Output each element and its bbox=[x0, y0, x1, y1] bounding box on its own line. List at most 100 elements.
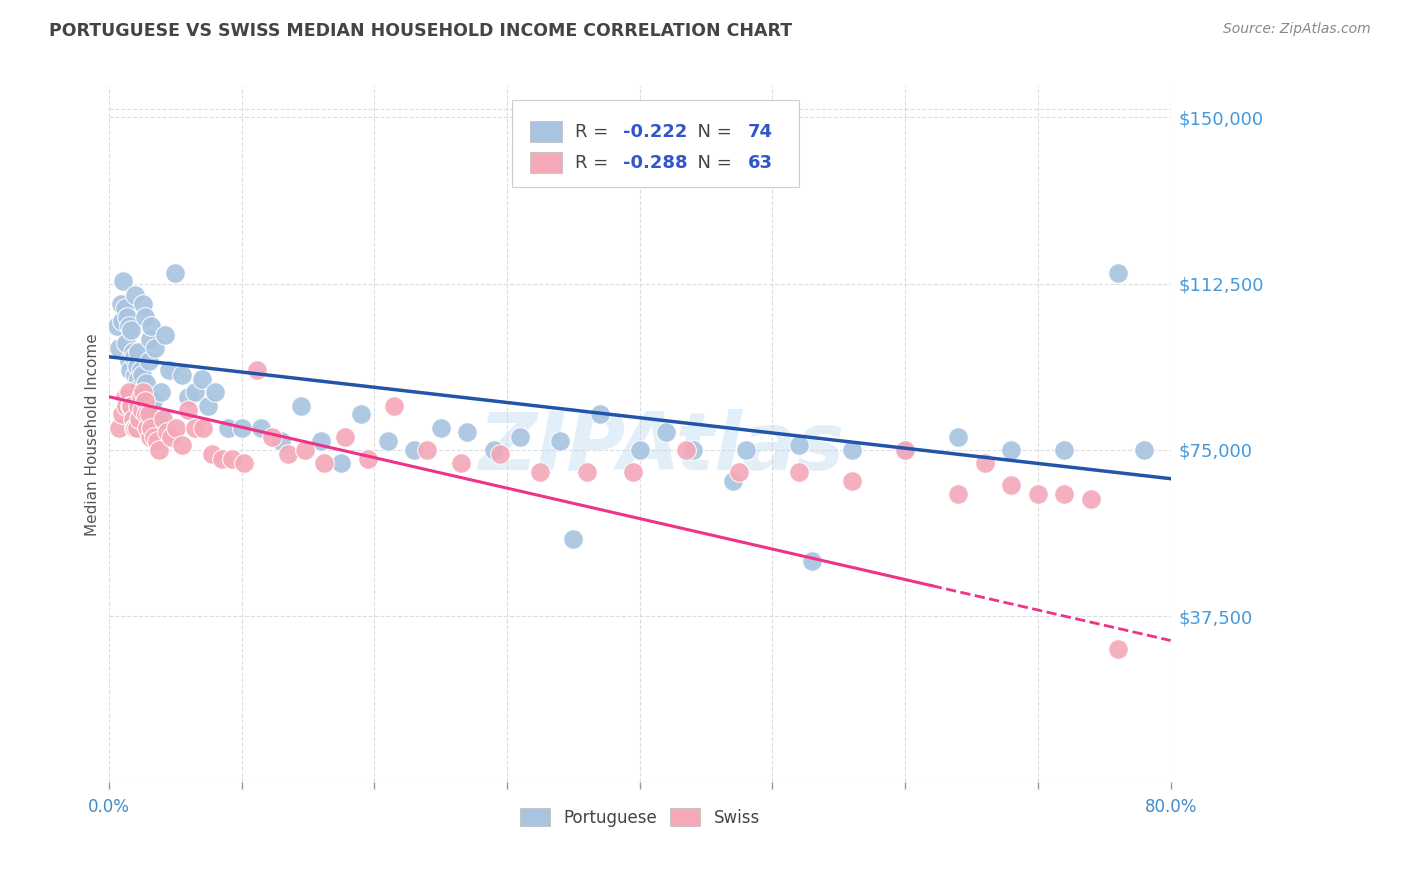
Point bbox=[142, 429, 165, 443]
Point bbox=[350, 408, 373, 422]
Point bbox=[184, 385, 207, 400]
Point bbox=[112, 274, 135, 288]
Point bbox=[114, 390, 136, 404]
Text: Source: ZipAtlas.com: Source: ZipAtlas.com bbox=[1223, 22, 1371, 37]
Point bbox=[149, 385, 172, 400]
Point bbox=[129, 390, 152, 404]
Point bbox=[157, 363, 180, 377]
Point bbox=[124, 287, 146, 301]
Point bbox=[1000, 478, 1022, 492]
Point bbox=[131, 368, 153, 382]
Point bbox=[121, 412, 143, 426]
Point bbox=[948, 487, 970, 501]
Point bbox=[136, 390, 159, 404]
Point bbox=[841, 442, 863, 457]
Point bbox=[201, 447, 224, 461]
Point bbox=[148, 442, 170, 457]
Point bbox=[127, 399, 149, 413]
Point bbox=[333, 429, 356, 443]
Point bbox=[529, 465, 551, 479]
Point bbox=[416, 442, 439, 457]
Legend: Portuguese, Swiss: Portuguese, Swiss bbox=[513, 801, 766, 833]
Point bbox=[117, 310, 139, 324]
Point bbox=[184, 420, 207, 434]
Point bbox=[309, 434, 332, 448]
Point bbox=[973, 456, 995, 470]
Point bbox=[356, 451, 378, 466]
Point bbox=[135, 376, 157, 391]
Point bbox=[1107, 642, 1129, 657]
Point bbox=[156, 425, 179, 439]
Point bbox=[589, 408, 612, 422]
Point bbox=[456, 425, 478, 439]
Point bbox=[134, 394, 156, 409]
Point bbox=[841, 474, 863, 488]
Point bbox=[204, 385, 226, 400]
FancyBboxPatch shape bbox=[530, 153, 562, 173]
Point bbox=[115, 399, 138, 413]
Point bbox=[111, 408, 134, 422]
Point bbox=[170, 438, 193, 452]
Point bbox=[562, 532, 585, 546]
Point bbox=[118, 363, 141, 377]
Point bbox=[134, 310, 156, 324]
FancyBboxPatch shape bbox=[512, 100, 799, 187]
Text: N =: N = bbox=[686, 154, 738, 172]
Point bbox=[682, 442, 704, 457]
Point bbox=[124, 368, 146, 382]
Point bbox=[146, 412, 169, 426]
Point bbox=[128, 381, 150, 395]
Point bbox=[277, 447, 299, 461]
Point bbox=[621, 465, 644, 479]
Point bbox=[246, 363, 269, 377]
Point bbox=[153, 327, 176, 342]
Point bbox=[1053, 487, 1076, 501]
Point bbox=[114, 301, 136, 315]
Point bbox=[115, 336, 138, 351]
Point bbox=[121, 345, 143, 359]
Point bbox=[141, 420, 163, 434]
Point bbox=[136, 420, 159, 434]
Point bbox=[489, 447, 512, 461]
Point bbox=[122, 420, 145, 434]
Text: -0.288: -0.288 bbox=[623, 154, 688, 172]
Point bbox=[110, 296, 132, 310]
Point bbox=[141, 318, 163, 333]
Text: 74: 74 bbox=[748, 122, 773, 141]
FancyBboxPatch shape bbox=[530, 121, 562, 142]
Point bbox=[118, 399, 141, 413]
Point bbox=[382, 399, 405, 413]
Point bbox=[131, 403, 153, 417]
Text: -0.222: -0.222 bbox=[623, 122, 688, 141]
Text: 63: 63 bbox=[748, 154, 773, 172]
Point bbox=[128, 412, 150, 426]
Point bbox=[1133, 442, 1156, 457]
Point bbox=[122, 350, 145, 364]
Point bbox=[108, 420, 131, 434]
Point bbox=[217, 420, 239, 434]
Point bbox=[177, 403, 200, 417]
Point bbox=[190, 372, 212, 386]
Point bbox=[145, 434, 167, 448]
Point bbox=[787, 465, 810, 479]
Point bbox=[105, 318, 128, 333]
Point bbox=[894, 442, 917, 457]
Text: N =: N = bbox=[686, 122, 738, 141]
Point bbox=[108, 341, 131, 355]
Point bbox=[177, 390, 200, 404]
Point bbox=[801, 554, 824, 568]
Point bbox=[170, 368, 193, 382]
Point bbox=[191, 420, 214, 434]
Point bbox=[548, 434, 571, 448]
Point bbox=[233, 456, 256, 470]
Point bbox=[1026, 487, 1049, 501]
Point bbox=[330, 456, 353, 470]
Point bbox=[450, 456, 472, 470]
Point bbox=[124, 420, 146, 434]
Point bbox=[139, 332, 162, 346]
Point bbox=[138, 408, 160, 422]
Point bbox=[111, 314, 134, 328]
Point bbox=[377, 434, 399, 448]
Text: R =: R = bbox=[575, 154, 614, 172]
Point bbox=[250, 420, 273, 434]
